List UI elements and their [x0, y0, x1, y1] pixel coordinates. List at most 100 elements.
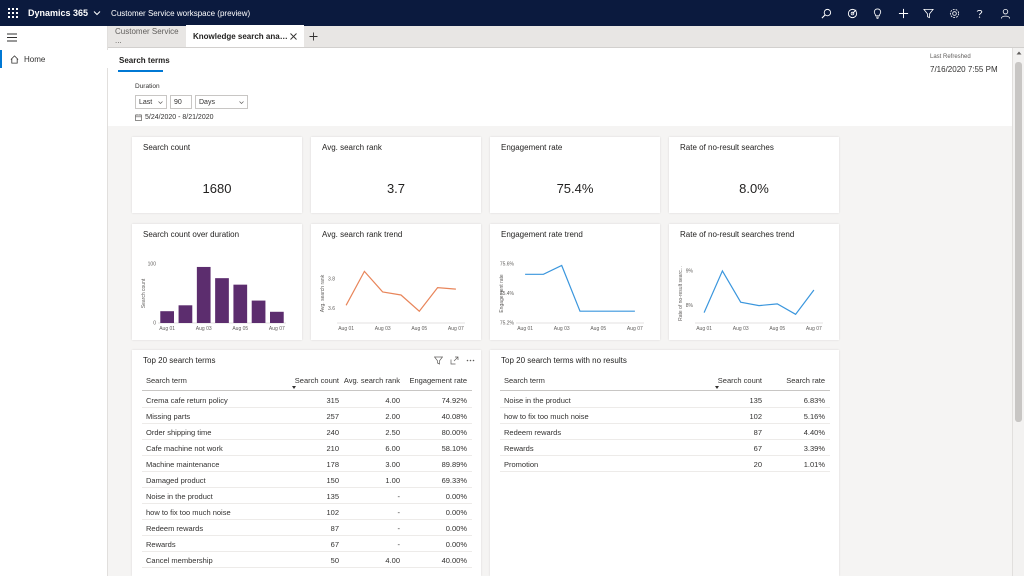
app-launcher-button[interactable] — [0, 0, 26, 26]
table-cell: Promotion — [504, 460, 539, 469]
table-cell: Crema cafe return policy — [146, 396, 228, 405]
table-cell: 20 — [753, 460, 762, 469]
table-row[interactable]: Noise in the product 135 - 0.00% — [142, 488, 472, 504]
table-row[interactable]: Order shipping time 240 2.50 80.00% — [142, 424, 472, 440]
x-tick-label: Aug 03 — [375, 326, 391, 332]
tab-customer-service[interactable]: Customer Service ... — [108, 25, 186, 47]
table-row[interactable]: Promotion 20 1.01% — [500, 456, 830, 472]
search-button[interactable] — [814, 0, 840, 26]
sort-descending-icon — [715, 386, 719, 389]
hamburger-icon — [7, 33, 17, 41]
table-cell: Machine maintenance — [146, 460, 220, 469]
brand-title[interactable]: Dynamics 365 — [28, 8, 89, 18]
x-tick-label: Aug 03 — [554, 326, 570, 332]
kpi-card-no-result-rate[interactable]: Rate of no-result searches 8.0% — [669, 137, 839, 213]
bar — [270, 311, 284, 323]
duration-number-input[interactable]: 90 — [170, 95, 192, 109]
column-header[interactable]: Avg. search rank — [343, 376, 400, 385]
y-tick-label: 75.4% — [500, 291, 515, 297]
table-cell: - — [397, 508, 401, 517]
table-cell: - — [397, 524, 401, 533]
table-cell: Redeem rewards — [504, 428, 562, 437]
focus-mode-icon[interactable] — [450, 356, 459, 365]
table-row[interactable]: Machine maintenance 178 3.00 89.89% — [142, 456, 472, 472]
y-axis-label: Engagement rate — [499, 274, 505, 313]
site-map-toggle[interactable] — [0, 26, 107, 48]
table-cell: Rewards — [146, 540, 176, 549]
table-cell: Order shipping time — [146, 428, 212, 437]
chart-card-no-result-rate[interactable]: Rate of no-result searches trend Rate of… — [669, 224, 839, 340]
tab-knowledge-search-analytics[interactable]: Knowledge search analyti... — [186, 25, 304, 47]
table-row[interactable]: Damaged product 150 1.00 69.33% — [142, 472, 472, 488]
table-cell: how to fix too much noise — [146, 508, 231, 517]
table-cell: 1.00 — [385, 476, 400, 485]
column-header[interactable]: Search term — [504, 376, 545, 385]
table-row[interactable]: Missing parts 257 2.00 40.08% — [142, 408, 472, 424]
chart-card-avg-search-rank[interactable]: Avg. search rank trend Avg. search rank 3… — [311, 224, 481, 340]
table-row[interactable]: how to fix too much noise 102 5.16% — [500, 408, 830, 424]
close-icon[interactable] — [290, 32, 297, 40]
table-row[interactable]: Cafe machine not work 210 6.00 58.10% — [142, 440, 472, 456]
kpi-card-search-count[interactable]: Search count 1680 — [132, 137, 302, 213]
scroll-up-icon[interactable] — [1016, 50, 1022, 56]
table-row[interactable]: Redeem rewards 87 - 0.00% — [142, 520, 472, 536]
filter-icon[interactable] — [434, 356, 443, 365]
table-row[interactable]: Rewards 67 3.39% — [500, 440, 830, 456]
new-tab-button[interactable] — [304, 25, 322, 47]
column-header[interactable]: Search term — [146, 376, 187, 385]
dashboard-content: Search terms Last Refreshed 7/16/2020 7:… — [108, 48, 1012, 576]
table-cell: how to fix too much noise — [504, 412, 589, 421]
page-scrollbar[interactable] — [1012, 48, 1024, 576]
ideas-button[interactable] — [865, 0, 891, 26]
date-range-text: 5/24/2020 - 8/21/2020 — [145, 114, 214, 121]
table-row[interactable]: Cancel membership 50 4.00 40.00% — [142, 552, 472, 568]
new-record-button[interactable] — [891, 0, 917, 26]
table-cell: 178 — [326, 460, 339, 469]
chevron-down-icon — [239, 101, 244, 104]
lightbulb-icon — [874, 8, 882, 19]
dashboard-header: Search terms Last Refreshed 7/16/2020 7:… — [108, 48, 1012, 126]
sidebar-item-home[interactable]: Home — [0, 50, 108, 68]
table-cell: 74.92% — [441, 396, 467, 405]
header-divider — [500, 390, 830, 391]
last-refreshed-label: Last Refreshed — [930, 54, 971, 60]
filter-icon — [923, 8, 935, 18]
y-tick-label: 100 — [148, 262, 157, 268]
tab-search-terms[interactable]: Search terms — [119, 56, 170, 65]
table-cell: 210 — [326, 444, 339, 453]
table-row[interactable]: Redeem rewards 87 4.40% — [500, 424, 830, 440]
user-profile-button[interactable] — [993, 0, 1019, 26]
chart-card-search-count[interactable]: Search count over duration Search count 1… — [132, 224, 302, 340]
scroll-thumb[interactable] — [1015, 62, 1022, 422]
table-cell: 0.00% — [445, 524, 467, 533]
duration-mode-select[interactable]: Last — [135, 95, 167, 109]
advanced-filter-button[interactable] — [916, 0, 942, 26]
more-options-icon[interactable] — [466, 356, 475, 365]
table-cell: 58.10% — [441, 444, 467, 453]
help-button[interactable] — [967, 0, 993, 26]
chart-card-engagement-rate[interactable]: Engagement rate trend Engagement rate 75.… — [490, 224, 660, 340]
column-header[interactable]: Search count — [717, 376, 762, 385]
table-cell: 69.33% — [441, 476, 467, 485]
x-tick-label: Aug 01 — [517, 326, 533, 332]
table-cell: 0.00% — [445, 492, 467, 501]
chart-svg: Engagement rate 75.6% 75.4% 75.2%Aug 01 Aug … — [499, 262, 644, 332]
table-row[interactable]: Crema cafe return policy 315 4.00 74.92% — [142, 392, 472, 408]
table-cell: 40.00% — [441, 556, 467, 565]
column-header[interactable]: Engagement rate — [409, 376, 467, 385]
kpi-card-avg-search-rank[interactable]: Avg. search rank 3.7 — [311, 137, 481, 213]
table-row[interactable]: Rewards 67 - 0.00% — [142, 536, 472, 552]
column-header[interactable]: Search rate — [786, 376, 825, 385]
settings-icon — [949, 8, 959, 18]
column-header[interactable]: Search count — [294, 376, 339, 385]
goal-button[interactable] — [840, 0, 866, 26]
duration-unit-select[interactable]: Days — [195, 95, 248, 109]
chevron-down-icon[interactable] — [93, 9, 101, 17]
table-row[interactable]: Noise in the product 135 6.83% — [500, 392, 830, 408]
chevron-down-icon — [158, 101, 163, 104]
settings-button[interactable] — [942, 0, 968, 26]
kpi-card-engagement-rate[interactable]: Engagement rate 75.4% — [490, 137, 660, 213]
table-row[interactable]: how to fix too much noise 102 - 0.00% — [142, 504, 472, 520]
table-cell: 6.00 — [385, 444, 400, 453]
table-cell: Rewards — [504, 444, 534, 453]
